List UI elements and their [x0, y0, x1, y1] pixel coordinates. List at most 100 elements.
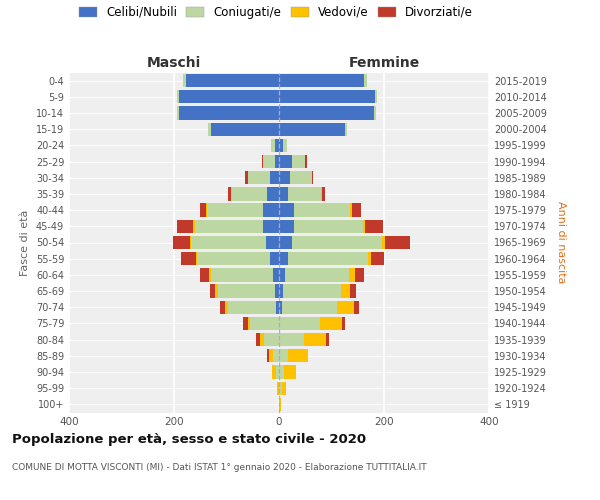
Bar [230, 188, 232, 200]
Bar [349, 268, 355, 281]
Bar [279, 220, 294, 233]
Bar [183, 74, 185, 87]
Bar [279, 268, 286, 281]
Bar [200, 268, 209, 281]
Bar [289, 188, 321, 200]
Bar [326, 333, 329, 346]
Bar [195, 220, 263, 233]
Bar [355, 268, 364, 281]
Bar [305, 155, 307, 168]
Bar [374, 90, 377, 104]
Bar [267, 349, 269, 362]
Bar [279, 349, 289, 362]
Bar [350, 284, 356, 298]
Bar [311, 171, 313, 184]
Bar [263, 204, 279, 217]
Bar [289, 349, 308, 362]
Bar [279, 252, 289, 266]
Bar [275, 284, 279, 298]
Bar [279, 300, 281, 314]
Bar [176, 220, 193, 233]
Bar [279, 155, 292, 168]
Bar [322, 188, 325, 200]
Bar [228, 188, 231, 200]
Bar [279, 333, 304, 346]
Bar [385, 236, 410, 249]
Bar [269, 252, 279, 266]
Bar [294, 204, 350, 217]
Bar [279, 284, 283, 298]
Bar [268, 188, 279, 200]
Bar [371, 252, 384, 266]
Bar [269, 171, 279, 184]
Bar [179, 106, 279, 120]
Bar [196, 252, 197, 266]
Bar [365, 220, 383, 233]
Bar [277, 382, 279, 395]
Bar [353, 300, 359, 314]
Bar [320, 317, 342, 330]
Bar [304, 333, 326, 346]
Bar [283, 284, 341, 298]
Bar [266, 236, 279, 249]
Bar [248, 317, 250, 330]
Bar [292, 236, 382, 249]
Bar [220, 300, 226, 314]
Bar [279, 122, 344, 136]
Bar [265, 333, 279, 346]
Bar [232, 188, 268, 200]
Bar [279, 204, 294, 217]
Text: Popolazione per età, sesso e stato civile - 2020: Popolazione per età, sesso e stato civil… [12, 432, 366, 446]
Bar [368, 252, 371, 266]
Bar [342, 317, 344, 330]
Bar [337, 300, 353, 314]
Bar [190, 236, 191, 249]
Text: Maschi: Maschi [147, 56, 201, 70]
Bar [244, 317, 248, 330]
Bar [209, 268, 211, 281]
Bar [206, 204, 263, 217]
Bar [215, 284, 218, 298]
Bar [289, 252, 368, 266]
Bar [373, 106, 376, 120]
Bar [350, 204, 352, 217]
Bar [181, 252, 196, 266]
Bar [176, 90, 179, 104]
Bar [263, 220, 279, 233]
Bar [271, 138, 275, 152]
Bar [321, 188, 322, 200]
Bar [275, 138, 279, 152]
Bar [275, 155, 279, 168]
Bar [279, 188, 289, 200]
Bar [277, 366, 279, 378]
Bar [191, 236, 266, 249]
Bar [283, 138, 287, 152]
Text: Femmine: Femmine [349, 56, 419, 70]
Y-axis label: Fasce di età: Fasce di età [20, 210, 30, 276]
Bar [205, 204, 206, 217]
Bar [279, 171, 290, 184]
Text: COMUNE DI MOTTA VISCONTI (MI) - Dati ISTAT 1° gennaio 2020 - Elaborazione TUTTIT: COMUNE DI MOTTA VISCONTI (MI) - Dati IST… [12, 463, 427, 472]
Bar [279, 382, 281, 395]
Bar [200, 204, 205, 217]
Bar [262, 155, 263, 168]
Bar [281, 382, 286, 395]
Legend: Celibi/Nubili, Coniugati/e, Vedovi/e, Divorziati/e: Celibi/Nubili, Coniugati/e, Vedovi/e, Di… [79, 6, 473, 19]
Bar [226, 300, 228, 314]
Bar [277, 300, 279, 314]
Bar [290, 171, 311, 184]
Bar [364, 74, 367, 87]
Bar [179, 90, 279, 104]
Bar [281, 300, 337, 314]
Bar [279, 74, 364, 87]
Bar [176, 106, 179, 120]
Bar [260, 333, 265, 346]
Bar [363, 220, 365, 233]
Bar [294, 220, 363, 233]
Bar [279, 90, 374, 104]
Bar [269, 349, 272, 362]
Bar [250, 317, 279, 330]
Bar [193, 220, 195, 233]
Y-axis label: Anni di nascita: Anni di nascita [556, 201, 566, 283]
Bar [248, 171, 269, 184]
